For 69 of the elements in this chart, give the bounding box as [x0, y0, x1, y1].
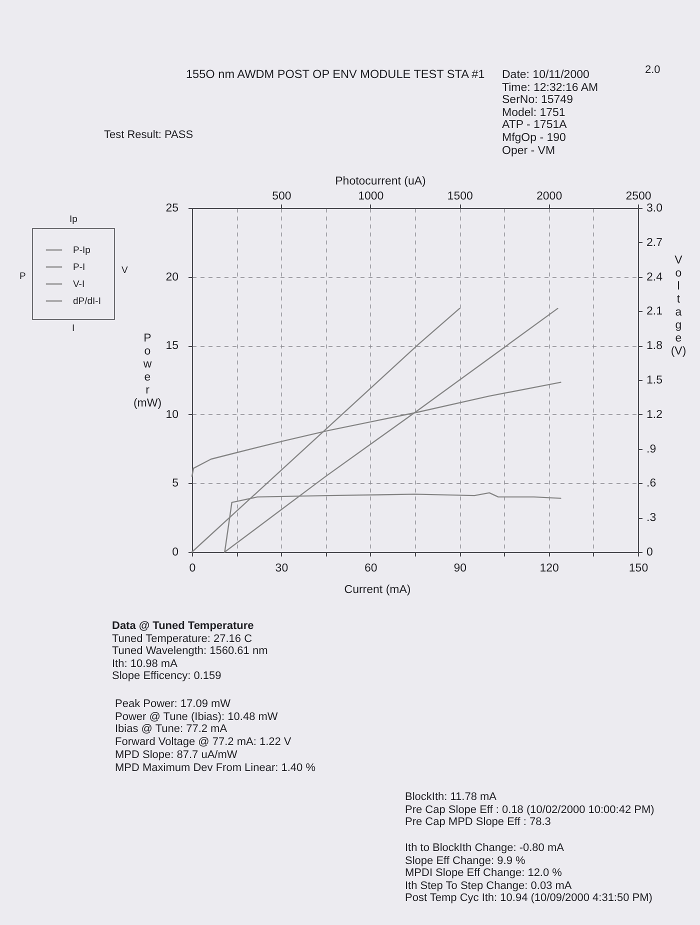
- x2-tick-label: 2000: [536, 190, 562, 202]
- text: MPD Maximum Dev From Linear: 1.40 %: [115, 762, 316, 774]
- text: Ith to BlockIth Change: -0.80 mA: [405, 842, 564, 854]
- legend-label: V-I: [73, 279, 85, 290]
- y2-tick-label: 1.8: [646, 340, 662, 352]
- x-tick-label: 30: [275, 562, 288, 574]
- x-tick-label: 120: [540, 562, 559, 574]
- text: Ith Step To Step Change: 0.03 mA: [405, 880, 572, 892]
- text: Data @ Tuned Temperature: [112, 620, 254, 632]
- text: Ith: 10.98 mA: [112, 658, 178, 670]
- text: Slope Efficency: 0.159: [112, 670, 222, 682]
- text: I: [72, 322, 75, 334]
- text: Tuned Wavelength: 1560.61 nm: [112, 645, 268, 658]
- y2-tick-label: 3.0: [646, 202, 662, 214]
- text: MfgOp - 190: [502, 132, 566, 145]
- text: Pre Cap MPD Slope Eff : 78.3: [405, 816, 551, 828]
- x2-tick-label: 500: [272, 190, 292, 202]
- x2-tick-label: 2500: [626, 190, 652, 202]
- legend-label: P-Ip: [73, 245, 90, 256]
- x-tick-label: 0: [189, 562, 196, 574]
- legend-label: dP/dI-I: [73, 296, 101, 307]
- text: Post Temp Cyc Ith: 10.94 (10/09/2000 4:31:50 PM): [405, 892, 652, 904]
- text: Ibias @ Tune: 77.2 mA: [115, 723, 228, 736]
- x2-tick-label: 1000: [358, 190, 384, 202]
- x-axis-title: Current (mA): [344, 584, 411, 596]
- y-tick-label: 20: [166, 271, 178, 284]
- text: Time: 12:32:16 AM: [502, 82, 598, 94]
- y2-tick-label: 2.7: [646, 236, 662, 249]
- text: P: [20, 271, 26, 282]
- y-tick-label: 25: [166, 202, 178, 214]
- text: Test Result: PASS: [104, 129, 194, 142]
- y2-tick-label: .6: [646, 478, 656, 490]
- y-tick-label: 10: [166, 408, 178, 421]
- text: Pre Cap Slope Eff : 0.18 (10/02/2000 10:00:42 PM): [405, 804, 654, 816]
- y-tick-label: 15: [166, 340, 178, 352]
- y2-tick-label: 1.5: [646, 374, 662, 386]
- text: Date: 10/11/2000: [502, 69, 590, 82]
- text: ATP - 1751A: [502, 119, 567, 132]
- y2-tick-label: .3: [646, 512, 656, 524]
- text: 2.0: [645, 64, 660, 76]
- x-tick-label: 150: [628, 562, 648, 574]
- text: BlockIth: 11.78 mA: [405, 791, 497, 804]
- y2-tick-label: 1.2: [646, 408, 662, 421]
- y-axis-title: Power (mW): [133, 332, 162, 410]
- y-tick-label: 5: [172, 478, 178, 490]
- x-tick-label: 90: [454, 562, 466, 574]
- y-tick-label: 0: [172, 546, 178, 558]
- text: SerNo: 15749: [502, 94, 573, 107]
- y2-tick-label: 2.1: [646, 306, 662, 318]
- text: MPDI Slope Eff Change: 12.0 %: [405, 867, 562, 880]
- y2-tick-label: 0: [646, 546, 653, 558]
- text: Peak Power: 17.09 mW: [115, 698, 231, 710]
- text: Model: 1751: [502, 106, 566, 120]
- y2-axis-title: Voltage (V): [670, 254, 686, 358]
- text: Oper - VM: [502, 144, 556, 158]
- x2-axis-title: Photocurrent (uA): [335, 176, 426, 188]
- text: Slope Eff Change: 9.9 %: [405, 854, 526, 867]
- x2-tick-label: 1500: [447, 190, 473, 202]
- y2-tick-label: 2.4: [646, 271, 664, 284]
- chart-title: 155O nm AWDM POST OP ENV MODULE TEST STA #1: [186, 67, 485, 81]
- text: MPD Slope: 87.7 uA/mW: [115, 748, 238, 761]
- text: V: [122, 265, 128, 276]
- text: Ip: [70, 214, 78, 225]
- legend-label: P-I: [73, 262, 86, 273]
- text: Tuned Temperature: 27.16 C: [112, 632, 252, 645]
- x-tick-label: 60: [364, 562, 378, 574]
- y2-tick-label: .9: [646, 443, 656, 456]
- text: Forward Voltage @ 77.2 mA: 1.22 V: [115, 736, 292, 748]
- text: Power @ Tune (Ibias): 10.48 mW: [115, 710, 278, 723]
